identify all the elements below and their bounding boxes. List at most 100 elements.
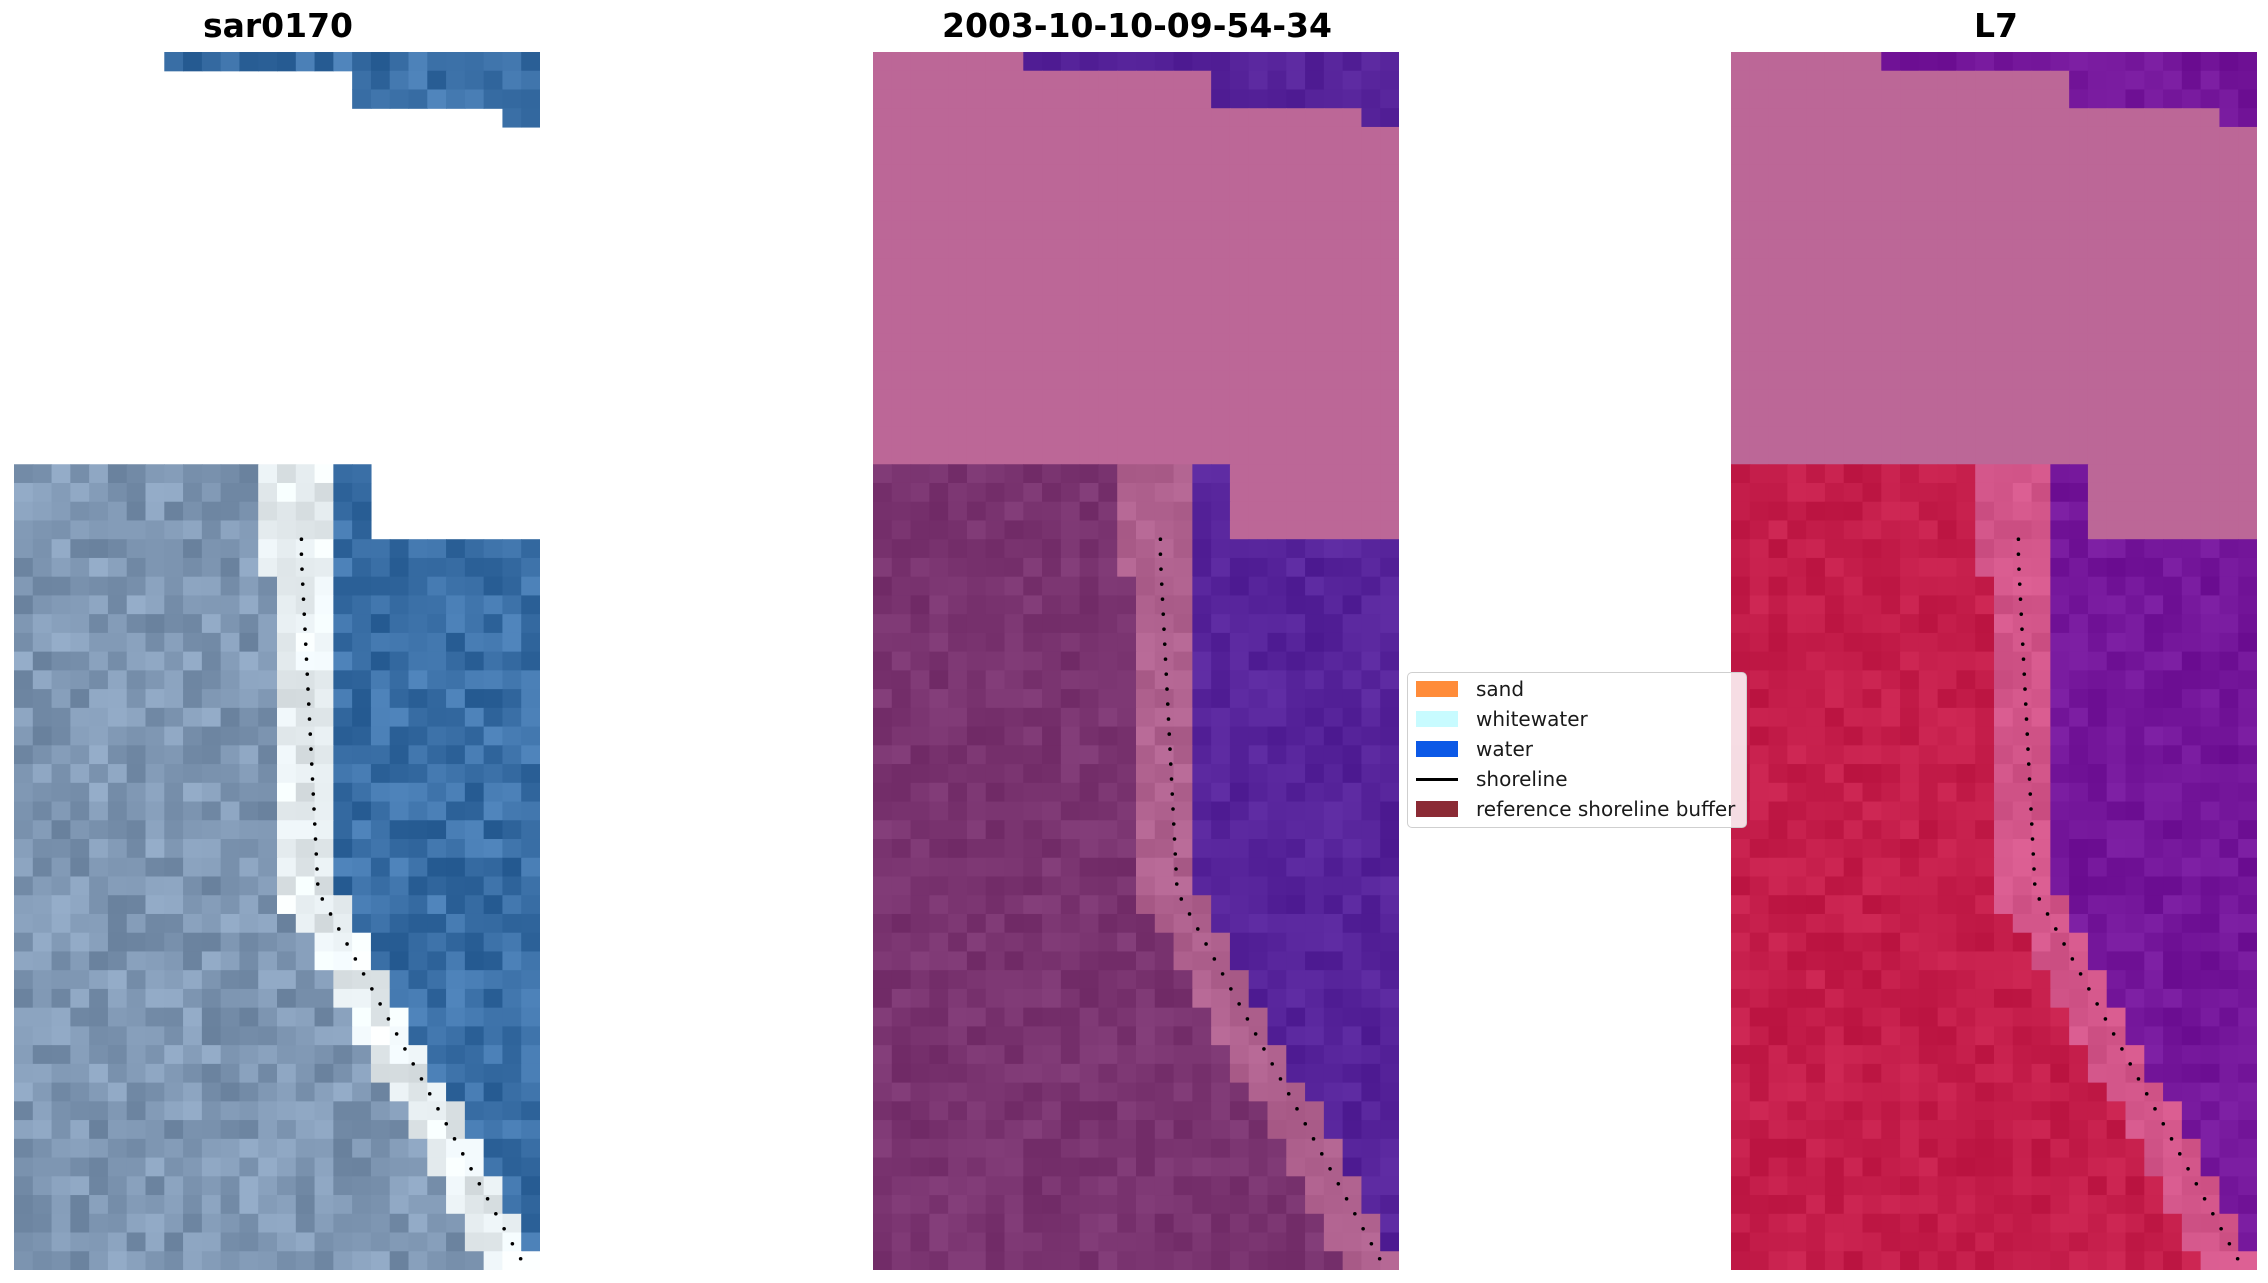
- raster-pixel: [427, 1045, 447, 1065]
- raster-pixel: [2031, 501, 2051, 522]
- raster-pixel: [948, 764, 968, 784]
- raster-pixel: [1267, 970, 1287, 990]
- raster-pixel: [2012, 408, 2033, 428]
- raster-pixel: [1023, 632, 1043, 653]
- classified-raster: [873, 52, 1399, 1270]
- raster-pixel: [1806, 1101, 1826, 1121]
- raster-pixel: [2050, 370, 2070, 390]
- raster-pixel: [295, 464, 316, 484]
- raster-pixel: [1117, 801, 1137, 821]
- raster-pixel: [1380, 595, 1399, 615]
- raster-pixel: [891, 1195, 912, 1215]
- raster-pixel: [2200, 89, 2221, 109]
- raster-pixel: [1023, 707, 1043, 728]
- raster-pixel: [1956, 408, 1976, 428]
- raster-pixel: [929, 1101, 949, 1121]
- raster-pixel: [1060, 1157, 1081, 1177]
- raster-pixel: [2200, 913, 2221, 934]
- raster-pixel: [1004, 595, 1024, 615]
- raster-pixel: [1023, 1063, 1043, 1084]
- raster-pixel: [1173, 314, 1193, 334]
- raster-pixel: [1731, 895, 1751, 915]
- shoreline-point: [2186, 1167, 2190, 1171]
- raster-pixel: [1060, 670, 1081, 690]
- raster-pixel: [70, 764, 90, 784]
- raster-pixel: [145, 970, 165, 990]
- raster-pixel: [1004, 557, 1024, 578]
- raster-pixel: [1192, 557, 1212, 578]
- raster-pixel: [258, 707, 278, 728]
- raster-pixel: [502, 951, 522, 971]
- raster-pixel: [1806, 408, 1826, 428]
- raster-pixel: [446, 1157, 466, 1177]
- raster-pixel: [1154, 1045, 1175, 1065]
- raster-pixel: [1787, 764, 1807, 784]
- raster-pixel: [948, 970, 968, 990]
- raster-pixel: [1768, 1120, 1788, 1140]
- raster-pixel: [1117, 482, 1137, 503]
- raster-pixel: [2050, 1195, 2070, 1215]
- raster-pixel: [2163, 576, 2183, 597]
- raster-pixel: [1023, 183, 1043, 203]
- raster-pixel: [1380, 1195, 1399, 1215]
- raster-pixel: [32, 464, 53, 484]
- raster-pixel: [32, 576, 53, 597]
- raster-pixel: [1248, 707, 1269, 728]
- shoreline-point: [302, 612, 307, 616]
- raster-pixel: [948, 52, 968, 72]
- raster-pixel: [2125, 576, 2145, 597]
- raster-pixel: [1342, 895, 1363, 915]
- raster-pixel: [1098, 670, 1118, 690]
- raster-pixel: [966, 201, 987, 222]
- raster-pixel: [2163, 1007, 2183, 1027]
- raster-pixel: [1004, 801, 1024, 821]
- raster-pixel: [2087, 726, 2108, 746]
- raster-pixel: [1342, 707, 1363, 728]
- raster-pixel: [258, 670, 278, 690]
- raster-pixel: [295, 1101, 316, 1121]
- raster-pixel: [1937, 782, 1958, 803]
- raster-pixel: [220, 1082, 241, 1102]
- raster-pixel: [1862, 782, 1882, 803]
- raster-pixel: [32, 595, 53, 615]
- raster-pixel: [1342, 801, 1363, 821]
- raster-pixel: [70, 520, 90, 540]
- raster-pixel: [2219, 389, 2239, 409]
- raster-pixel: [1824, 689, 1845, 709]
- raster-pixel: [891, 1138, 912, 1159]
- raster-pixel: [948, 108, 968, 128]
- raster-pixel: [1380, 820, 1399, 840]
- raster-pixel: [427, 595, 447, 615]
- raster-pixel: [1079, 520, 1100, 540]
- raster-pixel: [89, 539, 109, 559]
- raster-pixel: [220, 951, 241, 971]
- raster-pixel: [891, 370, 912, 390]
- raster-pixel: [314, 1138, 334, 1159]
- raster-pixel: [2125, 501, 2145, 522]
- raster-pixel: [2031, 539, 2051, 559]
- raster-pixel: [258, 576, 278, 597]
- raster-pixel: [370, 913, 391, 934]
- raster-pixel: [1154, 820, 1175, 840]
- raster-pixel: [1323, 801, 1344, 821]
- raster-pixel: [295, 1176, 316, 1196]
- raster-pixel: [1918, 239, 1939, 259]
- raster-pixel: [1361, 1251, 1381, 1270]
- raster-pixel: [1173, 1251, 1193, 1270]
- raster-pixel: [521, 595, 540, 615]
- raster-pixel: [521, 895, 540, 915]
- raster-pixel: [948, 689, 968, 709]
- raster-pixel: [483, 689, 504, 709]
- raster-pixel: [948, 445, 968, 465]
- raster-pixel: [2087, 801, 2108, 821]
- raster-pixel: [1731, 239, 1751, 259]
- raster-pixel: [2012, 520, 2033, 540]
- raster-pixel: [1023, 276, 1043, 297]
- raster-pixel: [1787, 876, 1807, 896]
- raster-pixel: [1098, 745, 1118, 765]
- raster-pixel: [1267, 876, 1287, 896]
- raster-pixel: [1267, 614, 1287, 634]
- raster-pixel: [1079, 258, 1100, 278]
- raster-pixel: [1079, 539, 1100, 559]
- raster-pixel: [2050, 201, 2070, 222]
